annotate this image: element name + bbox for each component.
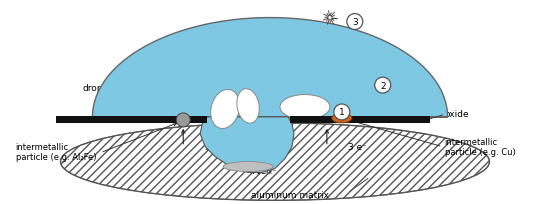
Circle shape <box>176 113 190 127</box>
Text: droplet: droplet <box>82 83 115 92</box>
Text: 3 e⁻: 3 e⁻ <box>348 142 367 151</box>
Text: 1: 1 <box>339 108 345 117</box>
Ellipse shape <box>237 89 259 124</box>
Ellipse shape <box>223 162 273 172</box>
Text: 2: 2 <box>380 81 386 90</box>
Text: oxide: oxide <box>444 110 469 119</box>
Ellipse shape <box>280 95 330 120</box>
Text: intermetallic
particle (e.g. Cu): intermetallic particle (e.g. Cu) <box>444 137 515 157</box>
Text: aluminum matrix: aluminum matrix <box>251 190 329 199</box>
Circle shape <box>334 104 350 120</box>
Circle shape <box>347 14 363 30</box>
Polygon shape <box>92 19 448 117</box>
Text: AlClₓ⁻: AlClₓ⁻ <box>253 166 277 175</box>
Text: Al³⁺: Al³⁺ <box>254 133 271 142</box>
Text: 3/2 H₂: 3/2 H₂ <box>394 67 421 76</box>
Polygon shape <box>200 117 294 173</box>
Circle shape <box>375 78 390 94</box>
Bar <box>56 116 207 123</box>
Bar <box>290 116 430 123</box>
Ellipse shape <box>211 90 240 129</box>
Text: 3 H⁺: 3 H⁺ <box>398 86 418 95</box>
Text: 6 OH⁻: 6 OH⁻ <box>211 71 238 80</box>
Text: Al(OH)₃: Al(OH)₃ <box>288 99 322 108</box>
Text: 3/2 O₂: 3/2 O₂ <box>183 88 211 97</box>
Text: H₂O: H₂O <box>178 108 195 117</box>
Ellipse shape <box>60 123 490 200</box>
Text: 3: 3 <box>352 18 358 27</box>
Text: intermetallic
particle (e.g. Al₂Fe): intermetallic particle (e.g. Al₂Fe) <box>15 142 96 162</box>
Text: Cl⁻: Cl⁻ <box>251 65 265 74</box>
Text: 3 e⁻: 3 e⁻ <box>205 142 224 151</box>
Ellipse shape <box>332 113 352 123</box>
